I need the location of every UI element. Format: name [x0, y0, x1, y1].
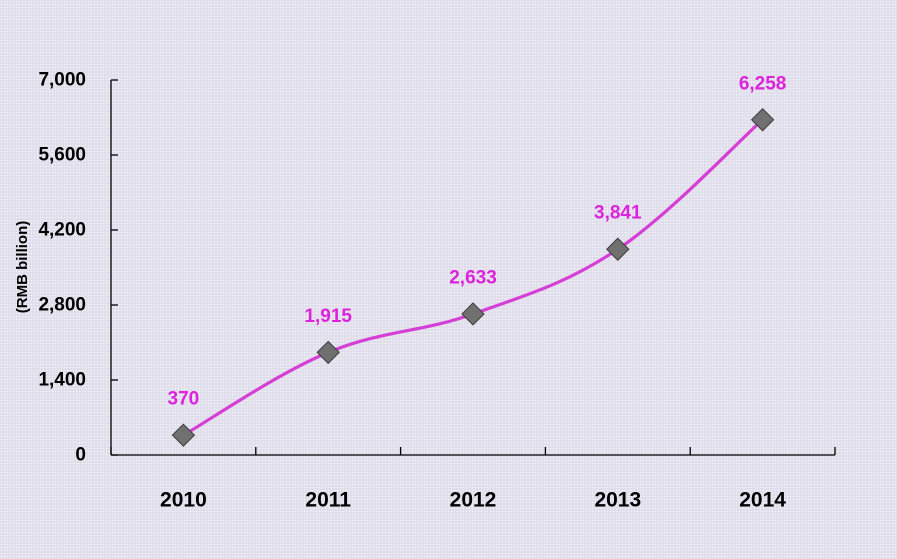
x-tick-label: 2013 — [594, 489, 641, 512]
x-tick-label: 2010 — [160, 489, 207, 512]
diamond-marker — [171, 423, 196, 447]
y-tick-label: 0 — [75, 445, 86, 466]
data-label: 6,258 — [739, 73, 787, 94]
diamond-marker — [606, 237, 630, 261]
data-label: 3,841 — [594, 203, 642, 224]
x-tick-label: 2011 — [305, 489, 351, 512]
y-tick-label: 4,200 — [38, 220, 86, 241]
y-tick-label: 2,800 — [38, 295, 86, 316]
data-markers — [171, 108, 775, 447]
data-label: 370 — [168, 389, 200, 410]
y-axis-title: (RMB billion) — [14, 221, 31, 313]
y-tick-label: 5,600 — [38, 145, 86, 166]
x-tick-label: 2014 — [739, 489, 786, 512]
data-label: 1,915 — [304, 306, 352, 327]
x-tick-label: 2012 — [450, 489, 497, 512]
diamond-marker — [750, 108, 775, 132]
diamond-marker — [461, 302, 485, 326]
x-axis: 2010 2011 2012 2013 2014 — [110, 447, 836, 512]
y-axis: 0 1,400 2,800 4,200 5,600 7,000 — [38, 70, 118, 466]
data-label: 2,633 — [449, 267, 497, 288]
data-labels: 370 1,915 2,633 3,841 6,258 — [168, 73, 787, 409]
y-tick-label: 7,000 — [38, 70, 86, 91]
diamond-marker — [316, 340, 340, 365]
y-tick-label: 1,400 — [38, 370, 86, 391]
